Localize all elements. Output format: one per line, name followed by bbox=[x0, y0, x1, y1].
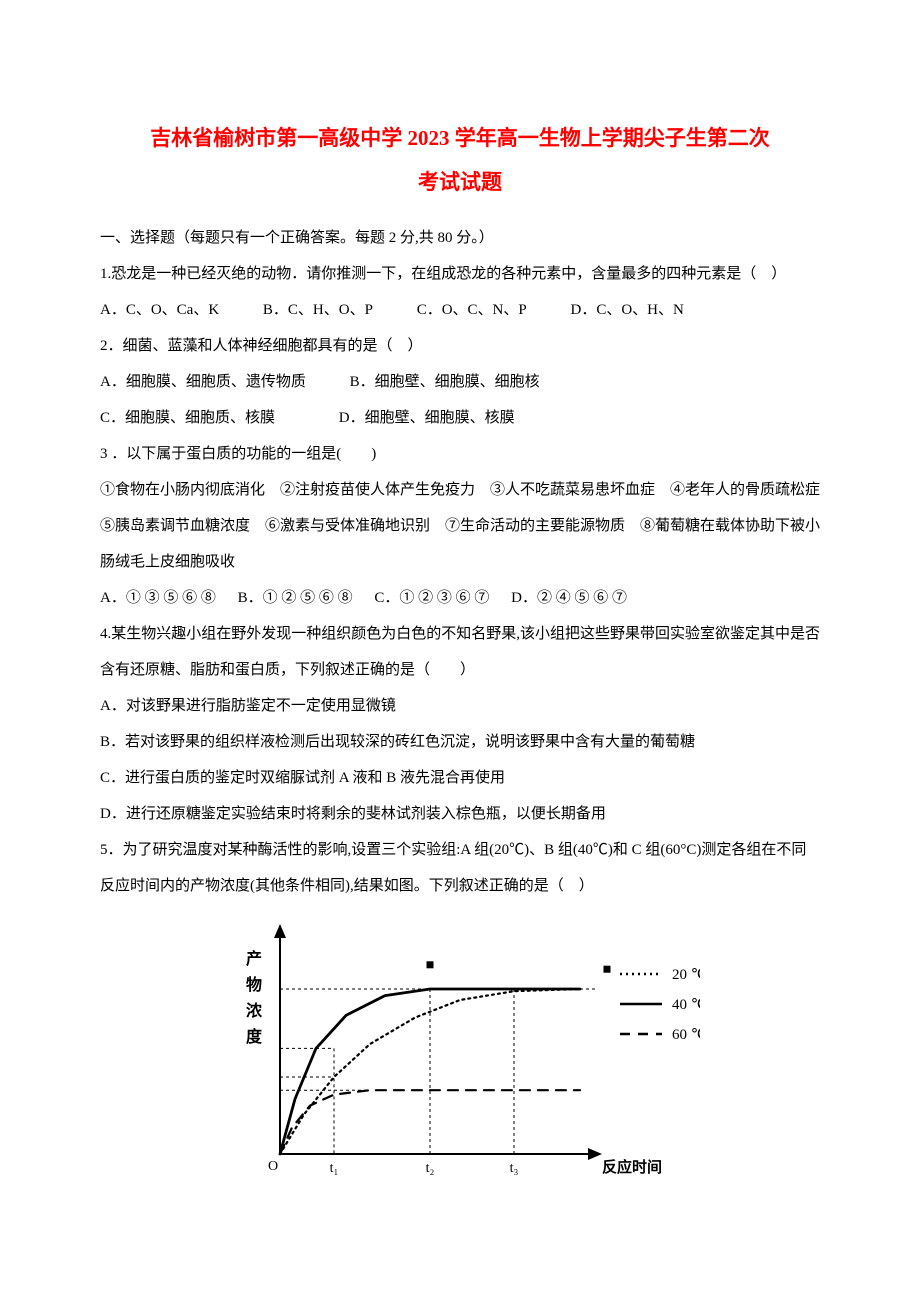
q3-desc: ①食物在小肠内彻底消化 ②注射疫苗使人体产生免疫力 ③人不吃蔬菜易患坏血症 ④老… bbox=[100, 472, 820, 580]
enzyme-chart: 产物浓度 Ot₁ t₂ t₃ 反应时间 20 ℃ 40 ℃ 60 ℃ bbox=[220, 914, 700, 1189]
chart-svg: 产物浓度 Ot₁ t₂ t₃ 反应时间 20 ℃ 40 ℃ 60 ℃ bbox=[220, 914, 700, 1189]
q3-stem: 3 ．以下属于蛋白质的功能的一组是( ) bbox=[100, 436, 820, 472]
q4-optB: B．若对该野果的组织样液检测后出现较深的砖红色沉淀，说明该野果中含有大量的葡萄糖 bbox=[100, 724, 820, 760]
q3-options: A．① ③ ⑤ ⑥ ⑧ B．① ② ⑤ ⑥ ⑧ C．① ② ③ ⑥ ⑦ D．② … bbox=[100, 580, 820, 616]
q1-optB: B．C、H、O、P bbox=[263, 292, 373, 328]
q2-optB: B．细胞壁、细胞膜、细胞核 bbox=[350, 364, 540, 400]
q1-optC: C．O、C、N、P bbox=[417, 292, 527, 328]
q1-optA: A．C、O、Ca、K bbox=[100, 292, 219, 328]
svg-text:反应时间: 反应时间 bbox=[602, 1158, 662, 1176]
svg-text:20 ℃: 20 ℃ bbox=[672, 967, 700, 983]
q3-optD: D．② ④ ⑤ ⑥ ⑦ bbox=[511, 580, 627, 616]
question-4: 4.某生物兴趣小组在野外发现一种组织颜色为白色的不知名野果,该小组把这些野果带回… bbox=[100, 616, 820, 832]
q2-optC: C．细胞膜、细胞质、核膜 bbox=[100, 400, 275, 436]
svg-text:O: O bbox=[268, 1159, 278, 1174]
question-1: 1.恐龙是一种已经灭绝的动物．请你推测一下，在组成恐龙的各种元素中，含量最多的四… bbox=[100, 256, 820, 328]
q1-options: A．C、O、Ca、K B．C、H、O、P C．O、C、N、P D．C、O、H、N bbox=[100, 292, 820, 328]
q5-stem: 5．为了研究温度对某种酶活性的影响,设置三个实验组:A 组(20℃)、B 组(4… bbox=[100, 832, 820, 904]
q4-stem: 4.某生物兴趣小组在野外发现一种组织颜色为白色的不知名野果,该小组把这些野果带回… bbox=[100, 616, 820, 688]
q1-stem: 1.恐龙是一种已经灭绝的动物．请你推测一下，在组成恐龙的各种元素中，含量最多的四… bbox=[100, 256, 820, 292]
q2-optA: A．细胞膜、细胞质、遗传物质 bbox=[100, 364, 306, 400]
q4-optD: D．进行还原糖鉴定实验结束时将剩余的斐林试剂装入棕色瓶，以便长期备用 bbox=[100, 796, 820, 832]
svg-text:t₁: t₁ bbox=[330, 1161, 339, 1176]
q4-optA: A．对该野果进行脂肪鉴定不一定使用显微镜 bbox=[100, 688, 820, 724]
q2-stem: 2．细菌、蓝藻和人体神经细胞都具有的是（ ） bbox=[100, 328, 820, 364]
question-3: 3 ．以下属于蛋白质的功能的一组是( ) ①食物在小肠内彻底消化 ②注射疫苗使人… bbox=[100, 436, 820, 616]
q3-optB: B．① ② ⑤ ⑥ ⑧ bbox=[238, 580, 353, 616]
question-2: 2．细菌、蓝藻和人体神经细胞都具有的是（ ） A．细胞膜、细胞质、遗传物质 B．… bbox=[100, 328, 820, 436]
svg-text:物: 物 bbox=[246, 975, 262, 994]
svg-text:产: 产 bbox=[246, 949, 262, 968]
section-header: 一、选择题（每题只有一个正确答案。每题 2 分,共 80 分。） bbox=[100, 220, 820, 256]
svg-text:度: 度 bbox=[246, 1027, 263, 1046]
svg-text:60 ℃: 60 ℃ bbox=[672, 1027, 700, 1043]
q1-optD: D．C、O、H、N bbox=[570, 292, 683, 328]
question-5: 5．为了研究温度对某种酶活性的影响,设置三个实验组:A 组(20℃)、B 组(4… bbox=[100, 832, 820, 904]
q2-options-row2: C．细胞膜、细胞质、核膜 D．细胞壁、细胞膜、核膜 bbox=[100, 400, 820, 436]
page-title-line2: 考试试题 bbox=[100, 166, 820, 196]
q3-optA: A．① ③ ⑤ ⑥ ⑧ bbox=[100, 580, 216, 616]
svg-text:浓: 浓 bbox=[246, 1002, 263, 1020]
svg-text:40 ℃: 40 ℃ bbox=[672, 997, 700, 1013]
svg-text:t₂: t₂ bbox=[426, 1161, 435, 1176]
page-title-line1: 吉林省榆树市第一高级中学 2023 学年高一生物上学期尖子生第二次 bbox=[100, 120, 820, 158]
q2-options-row1: A．细胞膜、细胞质、遗传物质 B．细胞壁、细胞膜、细胞核 bbox=[100, 364, 820, 400]
q3-optC: C．① ② ③ ⑥ ⑦ bbox=[374, 580, 489, 616]
q4-optC: C．进行蛋白质的鉴定时双缩脲试剂 A 液和 B 液先混合再使用 bbox=[100, 760, 820, 796]
svg-text:t₃: t₃ bbox=[510, 1161, 519, 1176]
q2-optD: D．细胞壁、细胞膜、核膜 bbox=[339, 400, 515, 436]
